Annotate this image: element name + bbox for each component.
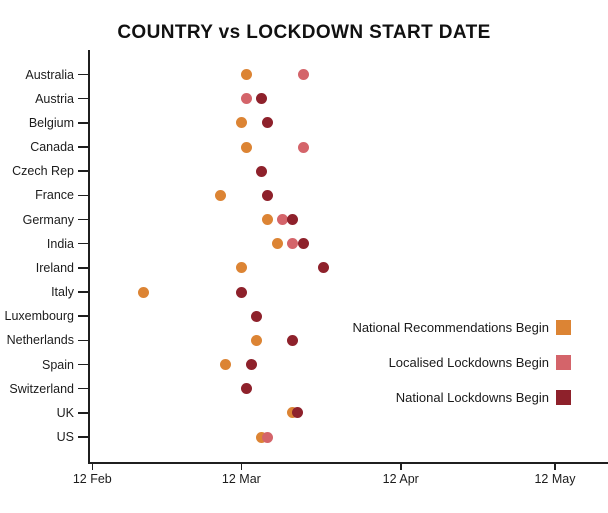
data-point (241, 383, 253, 395)
y-tick-mark (78, 242, 89, 245)
legend-item: National Recommendations Begin (352, 317, 571, 337)
x-tick-mark (240, 462, 243, 470)
x-tick-mark (91, 462, 94, 470)
data-point (287, 238, 299, 250)
x-axis-label: 12 Apr (382, 472, 419, 486)
legend-label: National Lockdowns Begin (395, 390, 549, 405)
y-axis-label: UK (56, 405, 74, 420)
y-axis-label: Spain (42, 357, 74, 372)
y-tick-mark (78, 387, 89, 390)
data-point (297, 69, 309, 80)
legend-item: Localised Lockdowns Begin (389, 352, 571, 372)
y-tick-mark (78, 267, 89, 269)
data-point (235, 262, 247, 274)
y-tick-mark (78, 122, 89, 124)
legend-item: National Lockdowns Begin (396, 388, 571, 408)
x-axis-label: 12 Feb (72, 472, 112, 486)
y-tick-mark (78, 146, 89, 148)
data-point (220, 359, 232, 371)
data-point (235, 117, 247, 129)
y-tick-mark (78, 363, 89, 366)
data-point (138, 286, 150, 298)
y-axis-label: Canada (30, 140, 74, 154)
y-tick-mark (78, 170, 89, 172)
y-axis-label: Netherlands (6, 333, 74, 348)
y-tick-mark (78, 194, 89, 197)
data-point (287, 214, 299, 226)
y-tick-mark (78, 218, 89, 221)
x-axis-line (88, 462, 608, 464)
data-point (241, 69, 253, 80)
y-axis-label: India (46, 236, 74, 251)
y-axis-label: Czech Rep (12, 164, 74, 179)
data-point (292, 407, 304, 419)
y-axis-label: Ireland (35, 260, 74, 275)
data-point (261, 189, 273, 201)
y-tick-mark (78, 436, 89, 438)
data-point (256, 165, 268, 177)
data-point (251, 334, 263, 346)
data-point (297, 141, 309, 153)
legend-label: Localised Lockdowns Begin (388, 354, 549, 370)
data-point (251, 310, 263, 322)
y-axis-label: Austria (35, 91, 74, 106)
y-axis-label: Australia (25, 67, 74, 82)
data-point (261, 431, 273, 443)
data-point (241, 141, 253, 153)
data-point (261, 214, 273, 226)
data-point (215, 189, 227, 201)
y-axis-line (88, 50, 90, 462)
y-axis-label: Germany (22, 212, 74, 227)
data-point (277, 214, 289, 226)
x-tick-mark (554, 462, 556, 470)
x-axis-label: 12 Mar (221, 472, 261, 486)
data-point (287, 334, 299, 346)
data-point (261, 117, 273, 129)
data-point (297, 238, 309, 250)
data-point (256, 93, 268, 105)
y-tick-mark (78, 315, 89, 317)
y-tick-mark (78, 97, 89, 100)
data-point (235, 286, 247, 298)
y-tick-mark (78, 412, 89, 414)
y-tick-mark (78, 339, 89, 342)
chart-title: COUNTRY vs LOCKDOWN START DATE (117, 22, 491, 43)
legend-swatch (556, 390, 571, 405)
data-point (246, 359, 258, 371)
data-point (318, 262, 330, 274)
data-point (241, 93, 253, 105)
y-axis-label: US (56, 430, 74, 445)
y-axis-label: Italy (51, 285, 74, 300)
y-tick-mark (78, 73, 89, 76)
y-tick-mark (78, 291, 89, 293)
x-axis-label: 12 May (534, 472, 576, 486)
y-axis-label: Luxembourg (4, 309, 75, 324)
legend-label: National Recommendations Begin (352, 319, 549, 335)
x-tick-mark (400, 462, 402, 470)
legend-swatch (556, 354, 571, 370)
y-axis-label: Belgium (28, 115, 74, 130)
data-point (271, 238, 283, 250)
y-axis-label: France (35, 188, 74, 203)
legend-swatch (556, 319, 571, 335)
y-axis-label: Switzerland (9, 381, 74, 396)
